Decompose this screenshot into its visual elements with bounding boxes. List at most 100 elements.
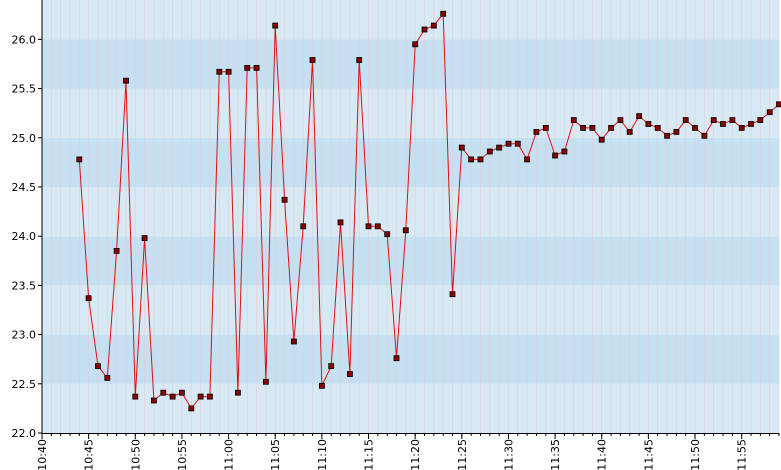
series-line bbox=[78, 12, 780, 410]
data-point bbox=[104, 374, 111, 381]
data-point bbox=[402, 227, 409, 234]
x-tick-label: 10:55 bbox=[176, 439, 189, 470]
data-point bbox=[160, 389, 167, 396]
data-point bbox=[570, 117, 577, 123]
data-point bbox=[673, 128, 680, 135]
data-point bbox=[337, 219, 344, 226]
data-point bbox=[608, 125, 614, 131]
data-point bbox=[701, 132, 708, 139]
plot-band bbox=[42, 186, 779, 237]
x-tick-label: 11:15 bbox=[363, 439, 376, 470]
y-tick-label: 26.0 bbox=[12, 33, 37, 46]
plot-band bbox=[42, 39, 779, 89]
data-point bbox=[598, 136, 605, 143]
plot-band bbox=[42, 0, 779, 40]
x-tick-label: 11:20 bbox=[409, 439, 422, 470]
y-tick-label: 24.5 bbox=[12, 181, 37, 194]
x-tick-label: 10:50 bbox=[129, 439, 142, 470]
data-point bbox=[524, 156, 530, 163]
data-point bbox=[244, 65, 251, 71]
x-tick-label: 11:35 bbox=[549, 439, 562, 470]
data-point bbox=[95, 363, 101, 370]
x-tick-label: 10:45 bbox=[83, 439, 96, 470]
data-point bbox=[384, 231, 391, 238]
data-point bbox=[682, 117, 689, 123]
data-point bbox=[132, 393, 139, 400]
y-tick-label: 25.5 bbox=[12, 83, 37, 96]
data-point bbox=[748, 121, 754, 127]
data-point bbox=[346, 371, 353, 377]
data-point bbox=[225, 68, 232, 75]
x-tick-label: 11:50 bbox=[689, 439, 702, 470]
data-point bbox=[169, 393, 176, 400]
series-temperature bbox=[76, 10, 781, 412]
x-tick-label: 11:40 bbox=[596, 439, 609, 470]
y-tick-label: 23.0 bbox=[12, 329, 37, 342]
data-point bbox=[664, 132, 670, 139]
data-point bbox=[76, 156, 83, 163]
x-tick-label: 11:45 bbox=[642, 439, 655, 470]
data-point bbox=[468, 156, 475, 163]
data-point bbox=[710, 117, 717, 123]
data-point bbox=[281, 196, 288, 203]
data-point bbox=[178, 389, 185, 396]
data-point bbox=[365, 223, 372, 230]
data-point bbox=[150, 397, 157, 404]
data-point bbox=[496, 144, 503, 151]
x-tick-label: 11:25 bbox=[456, 439, 469, 470]
data-point bbox=[440, 10, 447, 17]
data-point bbox=[328, 363, 335, 370]
data-point bbox=[85, 295, 92, 302]
data-point bbox=[776, 101, 781, 108]
data-point bbox=[738, 125, 745, 131]
data-point bbox=[272, 22, 279, 29]
x-tick-label: 10:40 bbox=[36, 439, 49, 470]
data-point bbox=[514, 140, 521, 147]
data-point bbox=[449, 291, 456, 298]
x-tick-label: 11:30 bbox=[502, 439, 515, 470]
data-point bbox=[123, 77, 129, 84]
y-tick-label: 24.0 bbox=[12, 230, 37, 243]
axes bbox=[41, 0, 779, 434]
data-point bbox=[542, 125, 549, 131]
data-point bbox=[374, 223, 381, 230]
data-point bbox=[290, 338, 297, 345]
y-tick-label: 22.0 bbox=[12, 427, 37, 440]
data-point bbox=[141, 235, 148, 242]
y-axis-ticks: 22.0 22.5 23.0 23.5 24.0 24.5 25.0 25.5 26.0 bbox=[12, 33, 42, 440]
plot-band bbox=[42, 383, 779, 433]
data-point bbox=[421, 26, 428, 33]
data-point bbox=[430, 22, 437, 29]
data-point bbox=[477, 156, 484, 163]
x-tick-label: 11:10 bbox=[316, 439, 329, 470]
data-point bbox=[580, 125, 586, 131]
data-point bbox=[561, 148, 568, 155]
data-point bbox=[253, 65, 260, 71]
data-point bbox=[654, 125, 661, 131]
x-axis-ticks: 10:40 10:45 10:50 10:55 11:00 11:05 11:10 11:15… bbox=[36, 433, 780, 470]
data-point bbox=[262, 378, 269, 385]
gridlines bbox=[51, 0, 780, 433]
y-tick-label: 23.5 bbox=[12, 279, 37, 292]
y-tick-label: 25.0 bbox=[12, 132, 37, 145]
data-point bbox=[113, 247, 120, 254]
data-point bbox=[197, 393, 204, 400]
plot-band bbox=[42, 236, 779, 286]
data-point bbox=[645, 121, 652, 127]
data-point bbox=[757, 117, 764, 123]
plot-band bbox=[42, 285, 779, 335]
data-point bbox=[234, 389, 241, 396]
data-point bbox=[216, 68, 223, 75]
y-tick-label: 22.5 bbox=[12, 378, 37, 391]
x-tick-label: 11:05 bbox=[269, 439, 282, 470]
data-point bbox=[589, 125, 596, 131]
data-point bbox=[206, 393, 213, 400]
data-point bbox=[617, 117, 624, 123]
plot-band bbox=[42, 334, 779, 384]
data-point bbox=[356, 57, 363, 63]
data-point bbox=[636, 113, 642, 119]
data-point bbox=[412, 41, 419, 48]
data-point bbox=[486, 148, 493, 155]
plot-background-bands bbox=[42, 0, 779, 433]
